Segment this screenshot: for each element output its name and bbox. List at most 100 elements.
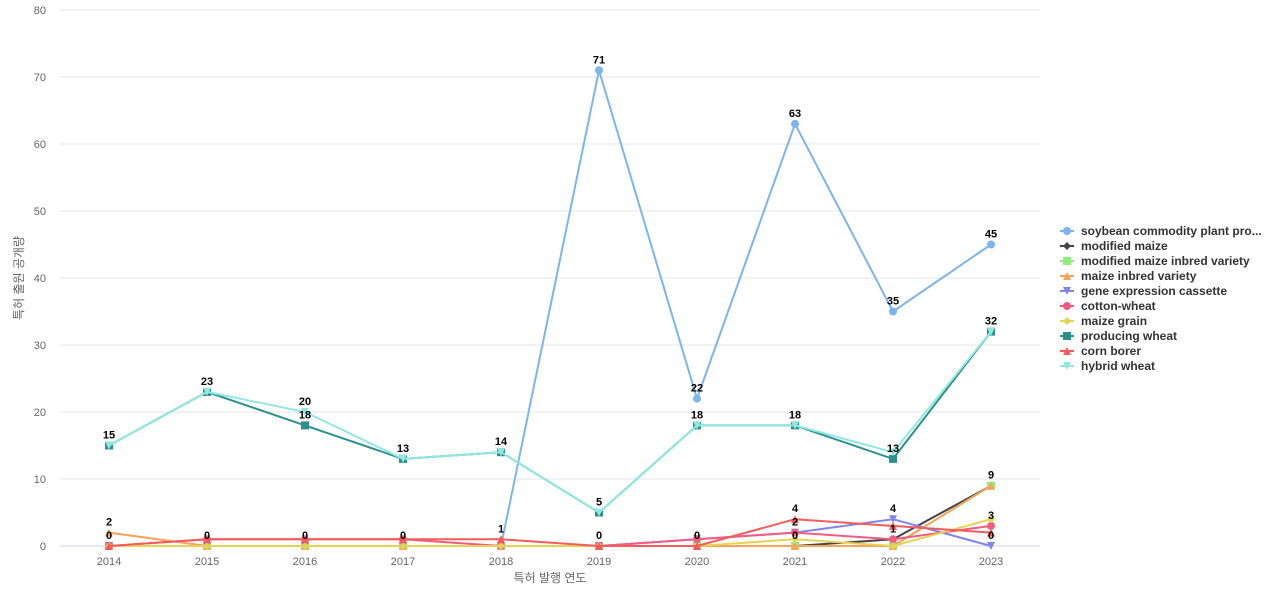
data-point [203, 542, 211, 550]
data-label: 0 [106, 530, 112, 542]
data-point [203, 535, 211, 544]
data-label: 18 [299, 409, 311, 421]
data-label: 13 [397, 443, 409, 455]
data-point [889, 521, 897, 530]
legend-item[interactable]: corn borer [1060, 344, 1141, 358]
x-tick-label: 2015 [195, 556, 219, 568]
legend-label: maize inbred variety [1081, 269, 1197, 283]
legend-item[interactable]: maize inbred variety [1060, 269, 1197, 283]
data-label: 0 [596, 530, 602, 542]
series-corn-borer [105, 515, 995, 550]
data-label: 4 [890, 503, 897, 515]
data-label: 0 [694, 530, 700, 542]
y-tick-label: 20 [34, 407, 46, 419]
data-point [595, 542, 603, 550]
data-point [889, 535, 897, 544]
legend-marker [1063, 302, 1071, 310]
x-axis-title: 특허 발행 연도 [514, 570, 587, 585]
data-label: 3 [988, 510, 994, 522]
series-soybean-commodity-plant-pro [105, 66, 995, 550]
data-point [889, 515, 897, 524]
data-point [301, 542, 309, 550]
legend-label: hybrid wheat [1081, 359, 1155, 373]
data-point [301, 535, 309, 544]
y-tick-label: 30 [34, 340, 46, 352]
data-point [105, 441, 113, 450]
data-point [105, 542, 113, 550]
legend-item[interactable]: cotton-wheat [1060, 299, 1156, 313]
y-axis: 0 10 20 30 40 50 60 70 80 [34, 5, 46, 553]
data-label: 0 [988, 530, 994, 542]
data-label: 1 [890, 523, 896, 535]
data-label: 0 [400, 530, 406, 542]
y-tick-label: 60 [34, 139, 46, 151]
x-tick-label: 2019 [587, 556, 611, 568]
data-point [987, 528, 995, 537]
legend-item[interactable]: soybean commodity plant pro... [1060, 224, 1262, 238]
y-tick-label: 40 [34, 273, 46, 285]
data-point [693, 394, 701, 403]
data-label: 1 [498, 523, 504, 535]
data-point [693, 535, 701, 544]
series-line [108, 69, 992, 547]
data-point [889, 448, 897, 457]
series-line [108, 518, 992, 547]
legend-item[interactable]: modified maize inbred variety [1060, 254, 1250, 268]
legend: soybean commodity plant pro...modified m… [1060, 224, 1262, 373]
x-tick-label: 2020 [685, 556, 709, 568]
data-point [791, 535, 799, 544]
legend-marker [1063, 242, 1071, 250]
series-group [105, 66, 995, 550]
legend-marker [1063, 347, 1071, 355]
legend-label: maize grain [1081, 314, 1147, 328]
legend-item[interactable]: producing wheat [1060, 329, 1177, 343]
series-line [108, 330, 992, 514]
legend-label: modified maize inbred variety [1081, 254, 1250, 268]
legend-item[interactable]: modified maize [1060, 239, 1168, 253]
data-point [497, 535, 505, 544]
data-label: 45 [985, 229, 997, 241]
data-point [987, 481, 995, 490]
data-label: 2 [792, 517, 798, 529]
legend-marker [1063, 272, 1071, 280]
data-label: 0 [792, 530, 798, 542]
data-label: 13 [887, 443, 899, 455]
data-point [791, 119, 799, 128]
x-tick-label: 2022 [881, 556, 905, 568]
data-point [987, 240, 995, 249]
data-point [105, 528, 113, 537]
data-point [693, 542, 701, 550]
legend-item[interactable]: hybrid wheat [1060, 359, 1155, 373]
legend-item[interactable]: gene expression cassette [1060, 284, 1227, 298]
data-point [791, 528, 799, 537]
x-axis: 2014 2015 2016 2017 2018 2019 2020 2021 2022 2023 [97, 556, 1003, 568]
data-label: 32 [985, 316, 997, 328]
data-label: 18 [789, 409, 801, 421]
legend-label: producing wheat [1081, 329, 1177, 343]
x-tick-label: 2017 [391, 556, 415, 568]
data-point [987, 521, 995, 530]
legend-marker [1063, 227, 1071, 235]
data-point [399, 535, 407, 544]
legend-label: corn borer [1081, 344, 1141, 358]
legend-label: gene expression cassette [1081, 284, 1227, 298]
data-label: 20 [299, 396, 311, 408]
data-point [301, 408, 309, 416]
data-point [595, 66, 603, 75]
data-label: 22 [691, 383, 703, 395]
legend-item[interactable]: maize grain [1060, 314, 1147, 328]
data-label: 35 [887, 296, 899, 308]
data-point [693, 421, 701, 430]
data-point [497, 448, 505, 457]
data-point [889, 542, 897, 550]
data-point [987, 542, 995, 550]
x-tick-label: 2016 [293, 556, 317, 568]
data-point [889, 454, 897, 463]
data-label: 2 [106, 517, 112, 529]
data-point [987, 327, 995, 336]
y-tick-label: 0 [40, 541, 46, 553]
data-label: 63 [789, 108, 801, 120]
data-label: 0 [302, 530, 308, 542]
